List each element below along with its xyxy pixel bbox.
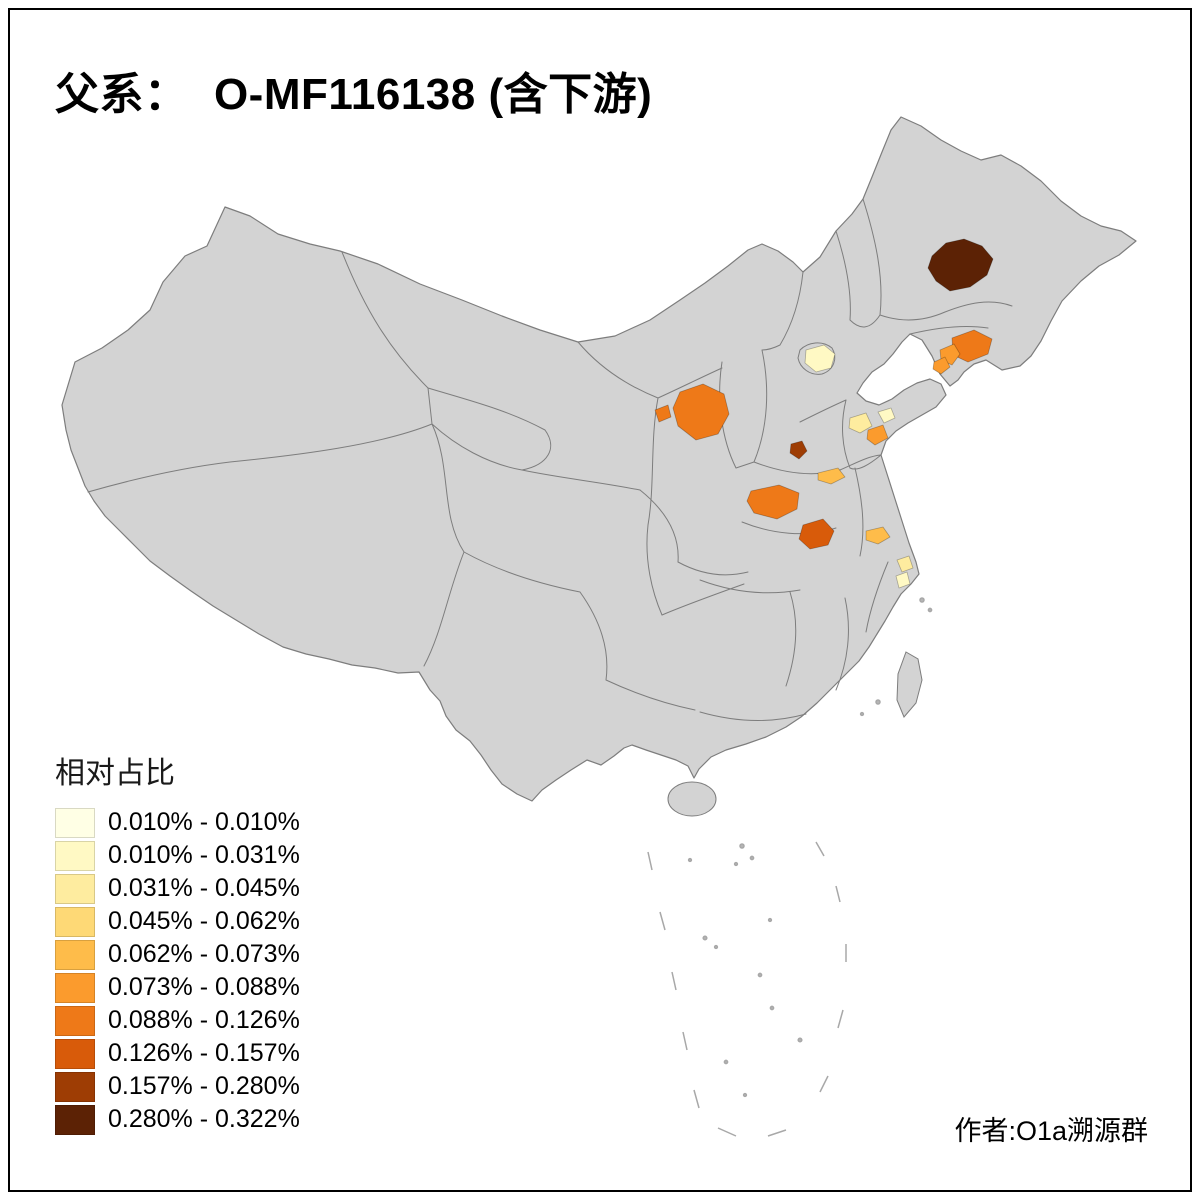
map-region-southwest-shanxi: [789, 440, 808, 460]
province-borders: [87, 198, 1013, 722]
map-region-shanghai-north: [896, 555, 914, 573]
legend-row: 0.280% - 0.322%: [55, 1103, 300, 1136]
legend-row: 0.031% - 0.045%: [55, 872, 300, 905]
map-region-heilongjiang-harbin: [927, 238, 994, 292]
legend-label: 0.088% - 0.126%: [108, 1006, 300, 1034]
legend-swatch: [55, 1104, 95, 1135]
legend-row: 0.073% - 0.088%: [55, 971, 300, 1004]
legend-label: 0.010% - 0.031%: [108, 841, 300, 869]
legend-row: 0.157% - 0.280%: [55, 1070, 300, 1103]
legend-swatch: [55, 1071, 95, 1102]
map-region-west-shandong-pale: [848, 412, 873, 434]
legend-row: 0.062% - 0.073%: [55, 938, 300, 971]
legend-swatch: [55, 807, 95, 838]
map-region-central-shandong: [866, 424, 889, 446]
legend-label: 0.157% - 0.280%: [108, 1072, 300, 1100]
legend-row: 0.088% - 0.126%: [55, 1004, 300, 1037]
legend-row: 0.045% - 0.062%: [55, 905, 300, 938]
legend-row: 0.010% - 0.010%: [55, 806, 300, 839]
legend-swatch: [55, 906, 95, 937]
taiwan-island: [896, 651, 923, 718]
legend-row: 0.126% - 0.157%: [55, 1037, 300, 1070]
legend: 相对占比 0.010% - 0.010% 0.010% - 0.031% 0.0…: [55, 748, 300, 1136]
map-region-north-shandong-cream: [877, 407, 896, 424]
legend-swatch: [55, 1005, 95, 1036]
legend-label: 0.280% - 0.322%: [108, 1105, 300, 1133]
legend-label: 0.126% - 0.157%: [108, 1039, 300, 1067]
legend-swatch: [55, 873, 95, 904]
map-region-north-shaanxi: [672, 383, 730, 441]
map-region-shanghai-south: [895, 571, 911, 589]
highlighted-regions: [654, 238, 994, 589]
legend-row: 0.010% - 0.031%: [55, 839, 300, 872]
map-region-beijing: [804, 344, 836, 373]
legend-label: 0.010% - 0.010%: [108, 808, 300, 836]
map-region-central-henan: [746, 484, 800, 520]
legend-swatch: [55, 972, 95, 1003]
map-region-south-henan-dark: [798, 518, 835, 550]
page-title: 父系： O-MF116138 (含下游): [55, 70, 653, 119]
legend-label: 0.045% - 0.062%: [108, 907, 300, 935]
legend-swatch: [55, 1038, 95, 1069]
legend-label: 0.073% - 0.088%: [108, 973, 300, 1001]
map-region-shandong-henan-strip: [817, 467, 846, 485]
map-region-central-jiangsu: [865, 526, 891, 545]
map-region-north-shaanxi-fragment: [654, 404, 672, 423]
legend-label: 0.062% - 0.073%: [108, 940, 300, 968]
attribution-text: 作者:O1a溯源群: [954, 1116, 1148, 1146]
map-region-dalian-tip: [932, 356, 951, 375]
legend-title: 相对占比: [55, 757, 175, 790]
legend-swatch: [55, 939, 95, 970]
hainan-island: [667, 781, 717, 817]
legend-swatch: [55, 840, 95, 871]
south-china-sea-islands: [647, 597, 933, 1137]
mainland-outline: [61, 116, 1137, 802]
legend-label: 0.031% - 0.045%: [108, 874, 300, 902]
